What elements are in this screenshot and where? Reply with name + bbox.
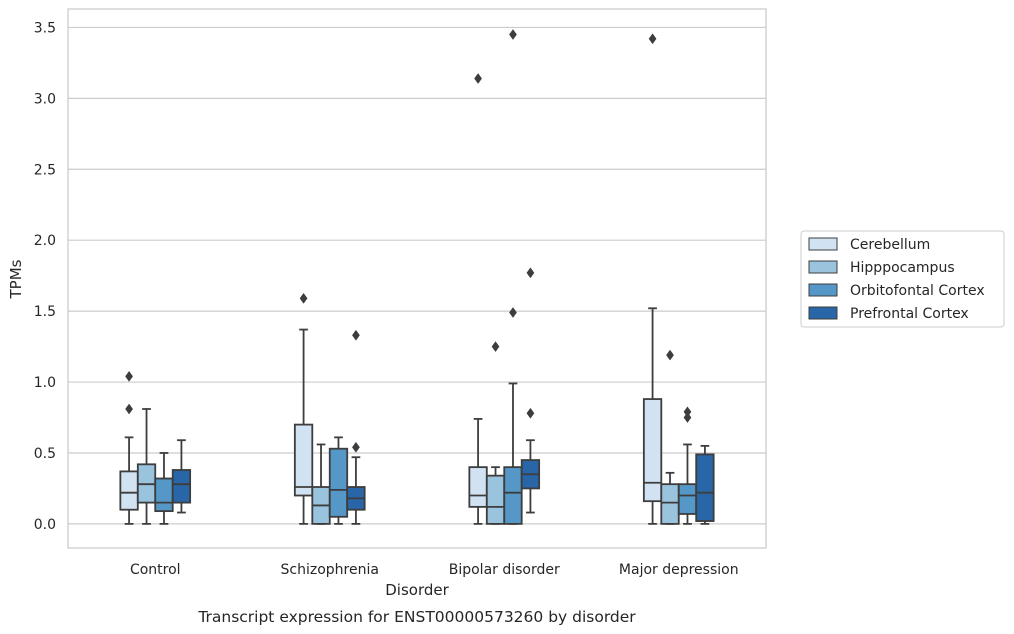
legend-label: Hipppocampus	[850, 260, 955, 276]
legend: Cerebellum Hipppocampus Orbitofontal Corte…	[800, 230, 1005, 328]
box-hipppocampus	[660, 349, 680, 525]
y-tick-label: 0.5	[34, 446, 56, 462]
outlier-point	[474, 73, 482, 84]
box-prefrontal-cortex	[346, 329, 366, 525]
y-tick-label: 3.5	[34, 20, 56, 36]
box-prefrontal-cortex	[695, 444, 715, 525]
box-iqr	[119, 470, 139, 511]
outlier-point	[352, 441, 360, 453]
box-iqr	[328, 447, 349, 518]
box-iqr	[154, 477, 174, 513]
box-orbitofontal-cortex	[328, 436, 349, 525]
outlier-point	[125, 370, 133, 382]
legend-label: Cerebellum	[850, 237, 930, 253]
box-iqr	[660, 483, 680, 525]
x-axis-ticks: Control Schizophrenia Bipolar disorder Majo…	[130, 562, 739, 578]
legend-label: Prefrontal Cortex	[850, 306, 969, 322]
box-orbitofontal-cortex	[677, 406, 698, 525]
y-tick-label: 2.0	[34, 233, 56, 249]
y-tick-label: 1.5	[34, 304, 56, 320]
box-iqr	[293, 423, 314, 497]
box-orbitofontal-cortex	[503, 29, 523, 525]
box-iqr	[695, 453, 715, 522]
outlier-point	[125, 403, 133, 415]
x-axis-label: Disorder	[385, 581, 449, 599]
box-iqr	[677, 483, 698, 515]
legend-swatch	[808, 283, 838, 297]
y-axis-ticks: 0.0 0.5 1.0 1.5 2.0 2.5 3.0 3.5	[34, 20, 56, 532]
outlier-point	[648, 33, 657, 45]
box-cerebellum	[468, 73, 488, 525]
x-tick-label: Control	[130, 562, 181, 578]
box-iqr	[642, 398, 663, 503]
box-iqr	[503, 466, 523, 525]
box-cerebellum	[642, 33, 663, 525]
y-axis-label: TPMs	[7, 259, 25, 299]
outlier-point	[299, 292, 308, 304]
outlier-point	[666, 349, 674, 361]
box-prefrontal-cortex	[520, 267, 541, 514]
outlier-point	[491, 341, 500, 353]
box-orbitofontal-cortex	[154, 452, 174, 525]
legend-swatch	[808, 237, 838, 251]
outlier-point	[509, 307, 517, 318]
legend-swatch	[808, 306, 838, 320]
outlier-point	[683, 412, 692, 423]
plot-frame	[67, 8, 767, 549]
box-hipppocampus	[136, 408, 157, 525]
outlier-point	[683, 406, 692, 418]
box-cerebellum	[119, 370, 139, 525]
box-groups	[119, 29, 715, 525]
legend-swatch	[808, 260, 838, 274]
box-iqr	[468, 466, 488, 508]
y-tick-label: 0.0	[34, 517, 56, 533]
legend-label: Orbitofontal Cortex	[850, 283, 985, 299]
box-cerebellum	[293, 292, 314, 525]
x-tick-label: Major depression	[619, 562, 739, 578]
outlier-point	[526, 407, 535, 419]
box-iqr	[485, 474, 506, 525]
x-tick-label: Bipolar disorder	[449, 562, 560, 578]
outlier-point	[526, 267, 535, 279]
box-hipppocampus	[311, 443, 331, 525]
outlier-point	[509, 29, 517, 40]
outlier-point	[352, 329, 360, 341]
box-prefrontal-cortex	[171, 439, 192, 514]
chart-caption: Transcript expression for ENST0000057326…	[197, 608, 636, 626]
grid-lines	[68, 26, 766, 525]
y-tick-label: 1.0	[34, 375, 56, 391]
legend-frame	[800, 230, 1005, 328]
y-tick-label: 3.0	[34, 91, 56, 107]
box-iqr	[171, 469, 192, 504]
box-hipppocampus	[485, 341, 506, 525]
x-tick-label: Schizophrenia	[281, 562, 379, 578]
y-tick-label: 2.5	[34, 162, 56, 178]
